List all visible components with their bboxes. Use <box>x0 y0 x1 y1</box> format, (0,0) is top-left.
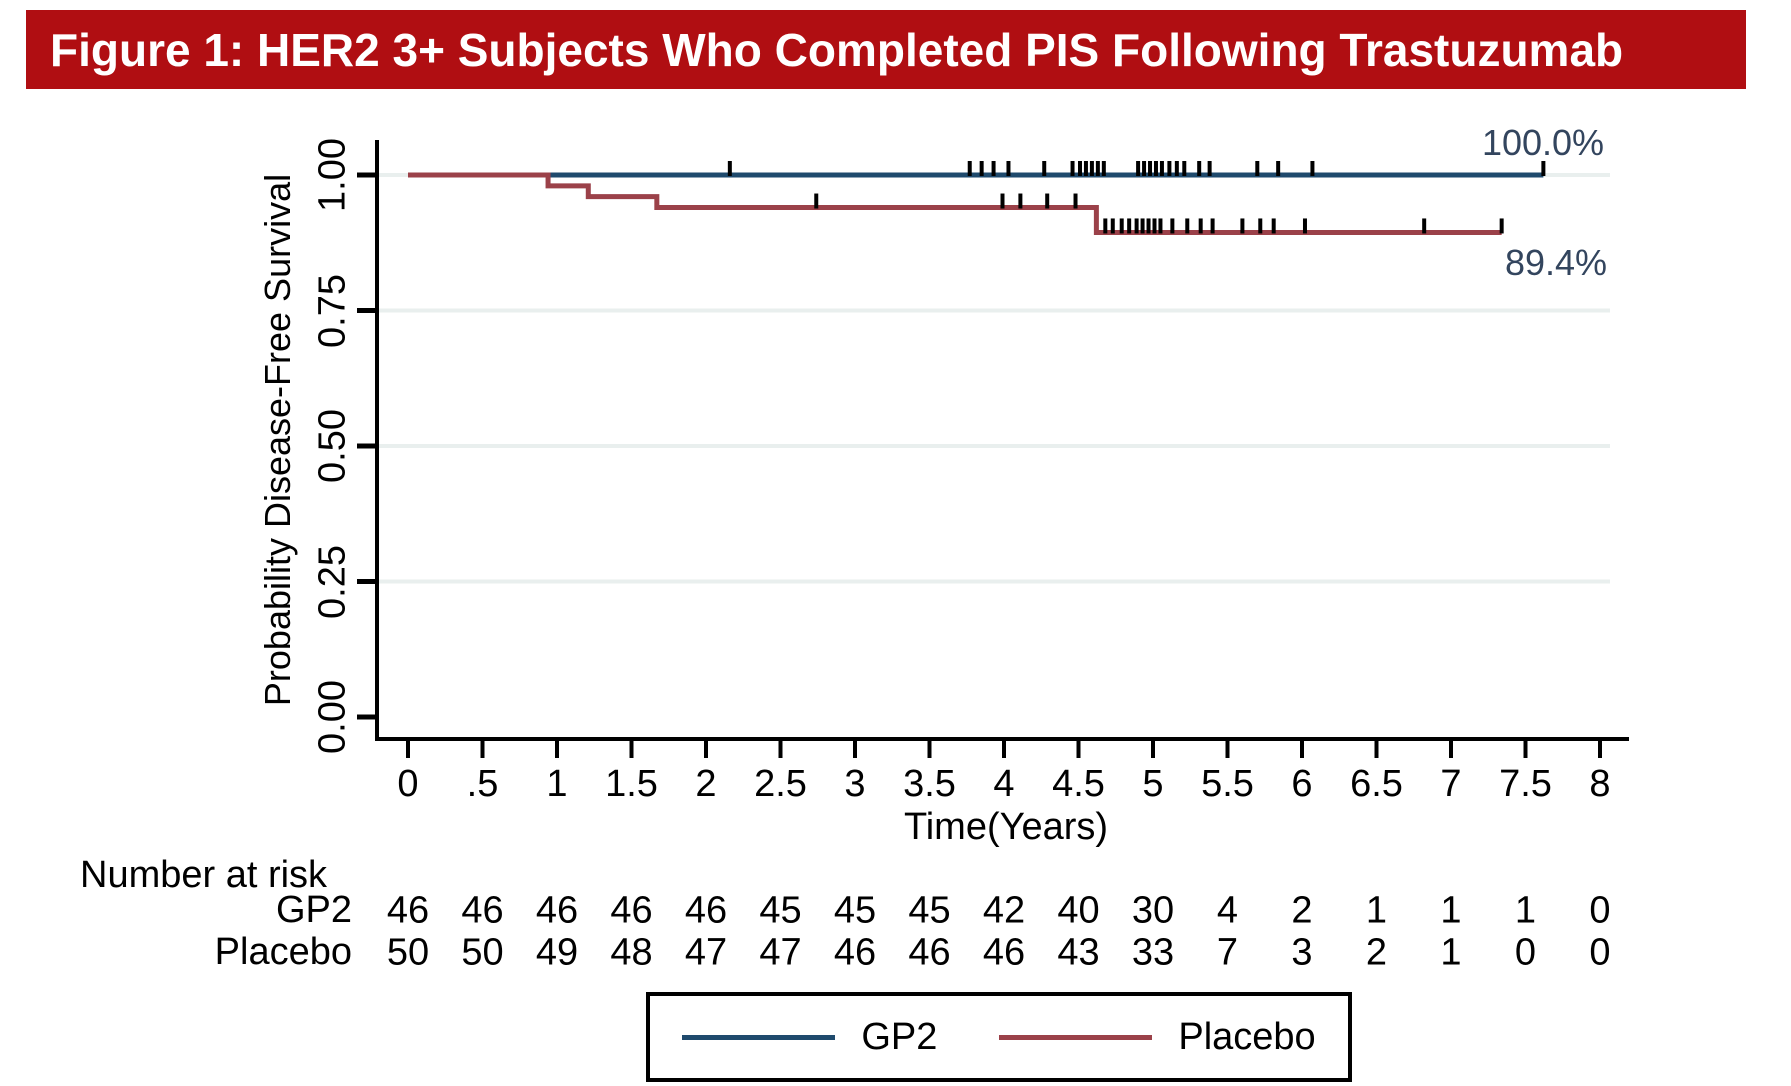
risk-value-placebo: 50 <box>386 931 430 974</box>
placebo-line-swatch <box>999 1034 1153 1040</box>
risk-value-gp2: 46 <box>386 889 430 932</box>
x-tick-label: 2 <box>695 763 717 805</box>
x-tick-label: 4 <box>993 763 1015 805</box>
x-axis-title: Time(Years) <box>903 806 1109 848</box>
risk-value-placebo: 3 <box>1291 931 1313 974</box>
y-tick-label: 0.25 <box>311 544 354 619</box>
x-tick-label: 5 <box>1142 763 1164 805</box>
x-tick-label: .5 <box>466 763 499 805</box>
risk-value-placebo: 2 <box>1365 931 1388 974</box>
risk-value-placebo: 48 <box>610 931 653 974</box>
x-tick-label: 1.5 <box>605 763 658 805</box>
risk-value-gp2: 46 <box>461 889 504 932</box>
risk-value-gp2: 1 <box>1514 889 1537 932</box>
risk-value-placebo: 33 <box>1131 931 1175 974</box>
risk-table-header: Number at risk <box>80 854 328 896</box>
risk-value-placebo: 43 <box>1057 931 1100 974</box>
y-tick-label: 0.50 <box>311 409 354 483</box>
risk-value-gp2: 30 <box>1131 889 1175 932</box>
placebo-survival-annotation: 89.4% <box>1504 242 1608 283</box>
risk-value-gp2: 1 <box>1440 889 1462 932</box>
y-tick-label: 0.00 <box>311 680 354 754</box>
x-tick-label: 6.5 <box>1350 763 1403 805</box>
risk-row-label-placebo: Placebo <box>214 931 352 973</box>
x-tick-label: 6 <box>1291 763 1313 805</box>
x-tick-label: 1 <box>546 763 568 805</box>
x-tick-label: 0 <box>397 763 419 805</box>
x-tick-label: 7.5 <box>1499 763 1552 805</box>
risk-value-gp2: 1 <box>1365 889 1388 932</box>
x-tick-label: 4.5 <box>1052 763 1105 805</box>
legend-label-gp2: GP2 <box>861 1015 938 1058</box>
risk-value-placebo: 47 <box>759 931 802 974</box>
x-tick-label: 3 <box>844 763 866 805</box>
gp2-survival-annotation: 100.0% <box>1481 122 1605 163</box>
risk-value-gp2: 46 <box>610 889 653 932</box>
x-tick-label: 8 <box>1589 763 1611 805</box>
risk-value-gp2: 40 <box>1057 889 1100 932</box>
figure-title-banner: Figure 1: HER2 3+ Subjects Who Completed… <box>26 10 1746 89</box>
risk-value-placebo: 0 <box>1589 931 1611 974</box>
risk-value-gp2: 4 <box>1216 889 1239 932</box>
risk-value-placebo: 46 <box>833 931 877 974</box>
risk-value-placebo: 1 <box>1440 931 1462 974</box>
risk-value-gp2: 0 <box>1589 889 1611 932</box>
risk-value-gp2: 46 <box>684 889 728 932</box>
risk-value-placebo: 49 <box>535 931 579 974</box>
risk-row-label-gp2: GP2 <box>275 889 352 931</box>
x-tick-label: 5.5 <box>1201 763 1254 805</box>
y-tick-label: 0.75 <box>311 273 354 348</box>
x-tick-label: 3.5 <box>903 763 956 805</box>
risk-value-gp2: 42 <box>982 889 1026 932</box>
risk-value-placebo: 47 <box>684 931 728 974</box>
gp2-line-swatch <box>682 1034 836 1040</box>
figure-title: Figure 1: HER2 3+ Subjects Who Completed… <box>50 23 1624 76</box>
risk-value-placebo: 46 <box>982 931 1026 974</box>
legend-box: GP2 Placebo <box>646 992 1352 1082</box>
y-tick-label: 1.00 <box>311 138 354 212</box>
risk-value-placebo: 0 <box>1514 931 1537 974</box>
risk-value-gp2: 2 <box>1291 889 1313 932</box>
risk-value-placebo: 46 <box>908 931 951 974</box>
risk-value-placebo: 7 <box>1216 931 1239 974</box>
y-axis-title: Probability Disease-Free Survival <box>257 173 298 707</box>
risk-value-gp2: 45 <box>833 889 877 932</box>
risk-value-gp2: 45 <box>759 889 802 932</box>
x-tick-label: 7 <box>1440 763 1462 805</box>
legend-label-placebo: Placebo <box>1178 1015 1316 1058</box>
series-line-placebo <box>408 172 1502 235</box>
risk-value-gp2: 46 <box>535 889 579 932</box>
risk-value-placebo: 50 <box>461 931 504 974</box>
x-tick-label: 2.5 <box>754 763 807 805</box>
risk-value-gp2: 45 <box>908 889 951 932</box>
